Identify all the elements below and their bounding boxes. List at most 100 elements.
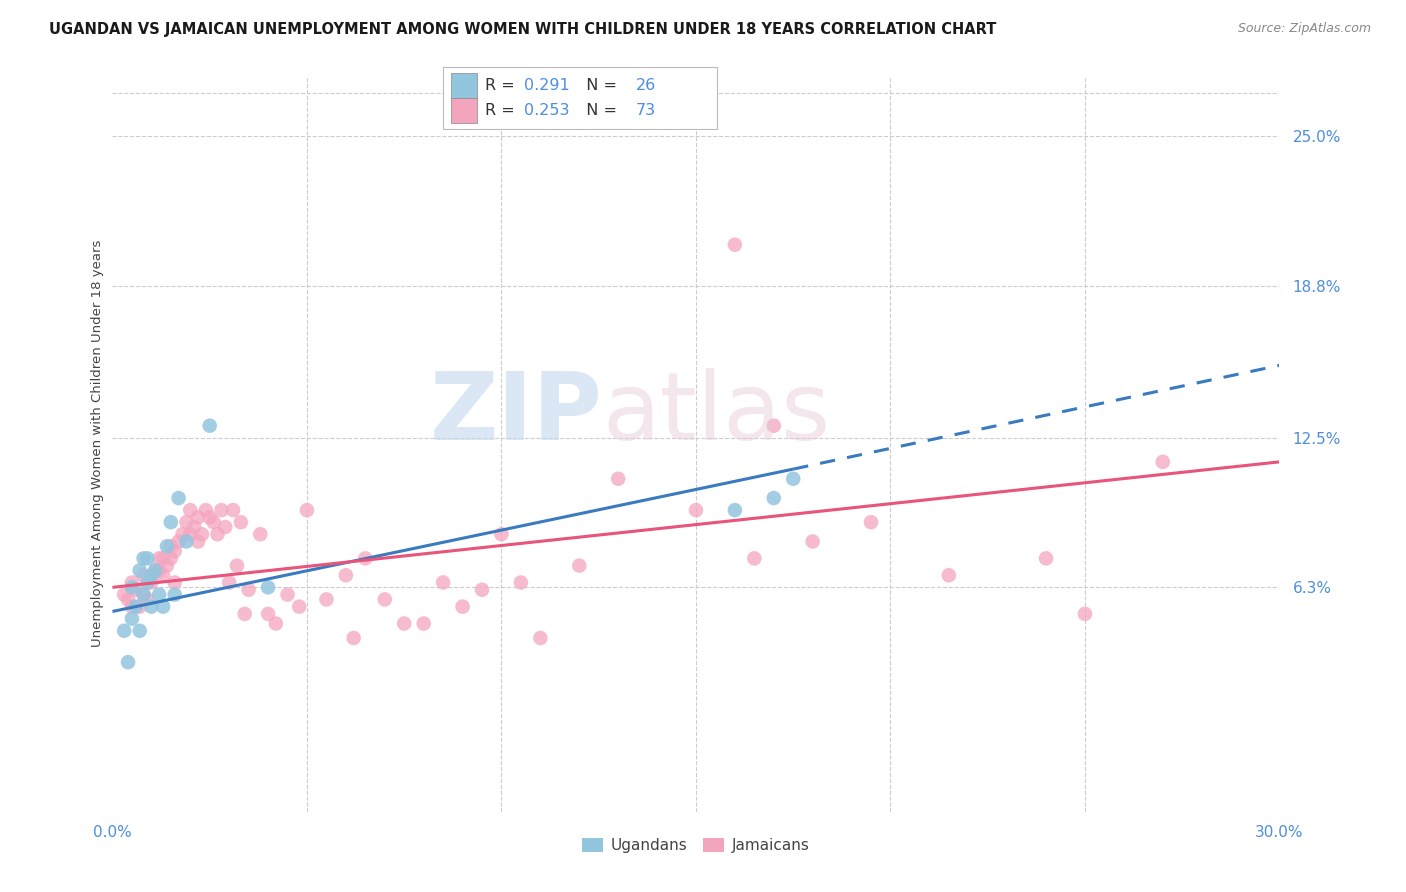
Text: R =: R =	[485, 103, 520, 118]
Point	[451, 599, 474, 614]
Point	[1035, 551, 1057, 566]
Point	[132, 551, 155, 566]
Point	[121, 580, 143, 594]
Text: UGANDAN VS JAMAICAN UNEMPLOYMENT AMONG WOMEN WITH CHILDREN UNDER 18 YEARS CORREL: UGANDAN VS JAMAICAN UNEMPLOYMENT AMONG W…	[49, 22, 997, 37]
Point	[229, 515, 252, 529]
Point	[724, 237, 747, 252]
Point	[121, 612, 143, 626]
Point	[315, 592, 337, 607]
Point	[207, 527, 229, 541]
Point	[432, 575, 454, 590]
Text: R =: R =	[485, 78, 520, 94]
Point	[179, 527, 201, 541]
Point	[163, 588, 186, 602]
Point	[218, 575, 240, 590]
Text: 73: 73	[636, 103, 655, 118]
Point	[117, 655, 139, 669]
Point	[163, 575, 186, 590]
Point	[112, 588, 135, 602]
Text: N =: N =	[576, 78, 623, 94]
Point	[685, 503, 707, 517]
Point	[136, 592, 159, 607]
Point	[343, 631, 366, 645]
Point	[288, 599, 311, 614]
Point	[860, 515, 883, 529]
Y-axis label: Unemployment Among Women with Children Under 18 years: Unemployment Among Women with Children U…	[91, 240, 104, 648]
Point	[160, 551, 183, 566]
Point	[471, 582, 494, 597]
Point	[782, 472, 804, 486]
Text: 26: 26	[636, 78, 655, 94]
Point	[374, 592, 396, 607]
Point	[141, 568, 163, 582]
Point	[117, 592, 139, 607]
Text: ZIP: ZIP	[430, 368, 603, 460]
Point	[724, 503, 747, 517]
Point	[226, 558, 249, 573]
Point	[148, 588, 170, 602]
Point	[112, 624, 135, 638]
Point	[156, 539, 179, 553]
Point	[128, 564, 150, 578]
Point	[176, 515, 198, 529]
Point	[509, 575, 531, 590]
Point	[202, 515, 225, 529]
Text: 0.291: 0.291	[524, 78, 571, 94]
Point	[801, 534, 824, 549]
Point	[167, 491, 190, 505]
Point	[121, 599, 143, 614]
Point	[762, 418, 785, 433]
Point	[762, 491, 785, 505]
Text: Source: ZipAtlas.com: Source: ZipAtlas.com	[1237, 22, 1371, 36]
Point	[121, 575, 143, 590]
Point	[179, 503, 201, 517]
Point	[257, 607, 280, 621]
Point	[744, 551, 766, 566]
Point	[187, 510, 209, 524]
Point	[198, 510, 221, 524]
Point	[141, 599, 163, 614]
Point	[183, 520, 205, 534]
Point	[132, 568, 155, 582]
Point	[394, 616, 416, 631]
Point	[529, 631, 551, 645]
Point	[214, 520, 236, 534]
Point	[132, 588, 155, 602]
Point	[335, 568, 357, 582]
Point	[491, 527, 513, 541]
Point	[191, 527, 214, 541]
Point	[1152, 455, 1174, 469]
Point	[194, 503, 217, 517]
Point	[143, 564, 166, 578]
Point	[128, 624, 150, 638]
Point	[1074, 607, 1097, 621]
Point	[148, 551, 170, 566]
Point	[160, 539, 183, 553]
Point	[141, 568, 163, 582]
Point	[143, 564, 166, 578]
Point	[167, 534, 190, 549]
Point	[152, 568, 174, 582]
Point	[412, 616, 434, 631]
Point	[198, 418, 221, 433]
Point	[163, 544, 186, 558]
Point	[249, 527, 271, 541]
Point	[132, 588, 155, 602]
Point	[354, 551, 377, 566]
Point	[136, 551, 159, 566]
Point	[276, 588, 298, 602]
Point	[607, 472, 630, 486]
Point	[152, 551, 174, 566]
Point	[156, 558, 179, 573]
Point	[172, 527, 194, 541]
Point	[125, 582, 148, 597]
Text: atlas: atlas	[603, 368, 831, 460]
Point	[152, 599, 174, 614]
Point	[938, 568, 960, 582]
Point	[125, 599, 148, 614]
Text: N =: N =	[576, 103, 623, 118]
Point	[233, 607, 256, 621]
Point	[176, 534, 198, 549]
Point	[148, 564, 170, 578]
Point	[209, 503, 232, 517]
